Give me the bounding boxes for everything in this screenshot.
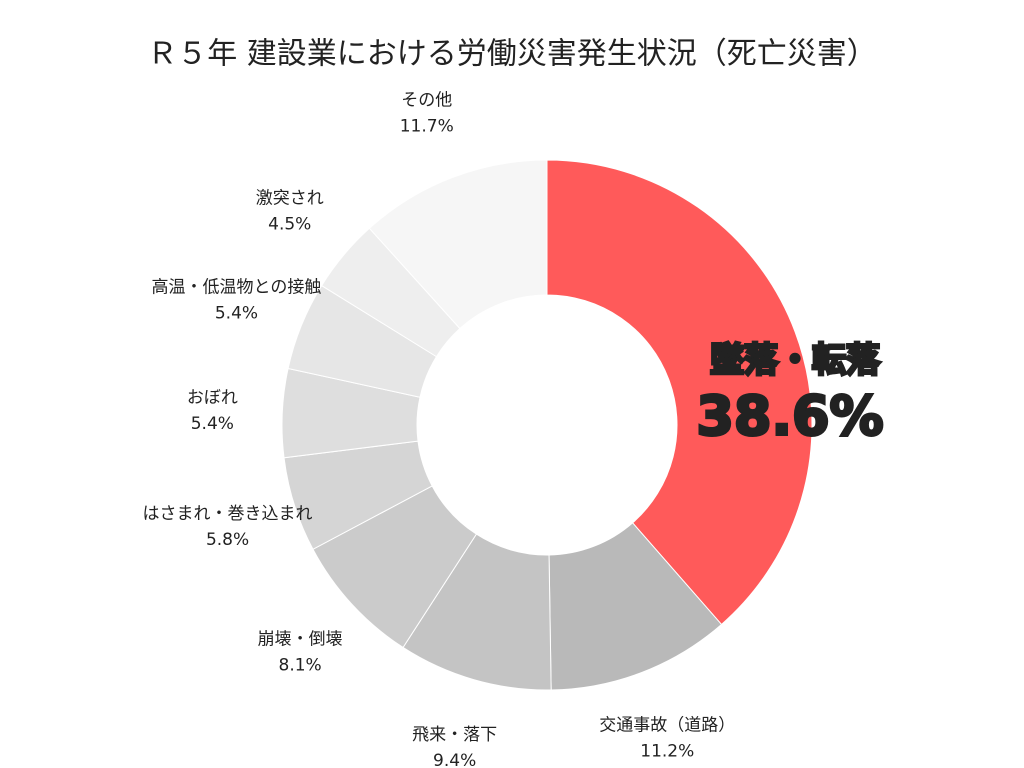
value-label: 5.8% xyxy=(206,530,249,550)
category-label: 崩壊・倒壊 xyxy=(258,629,343,649)
value-label: 11.2% xyxy=(640,742,694,762)
value-label: 4.5% xyxy=(268,214,311,234)
value-label: 11.7% xyxy=(400,116,454,136)
category-label: 交通事故（道路） xyxy=(599,716,735,736)
value-label: 5.4% xyxy=(215,303,258,323)
category-label: 激突され xyxy=(256,188,324,208)
category-label: その他 xyxy=(401,90,452,110)
value-label: 9.4% xyxy=(433,751,476,768)
category-label: おぼれ xyxy=(187,388,238,408)
category-label: 高温・低温物との接触 xyxy=(152,277,322,297)
value-label: 5.4% xyxy=(191,414,234,434)
slice xyxy=(368,159,548,330)
category-label: はさまれ・巻き込まれ xyxy=(143,504,313,524)
category-label: 飛来・落下 xyxy=(412,725,497,745)
highlight-value: 38.6% xyxy=(696,385,883,448)
value-label: 8.1% xyxy=(279,655,322,675)
slice xyxy=(546,159,813,626)
chart-title: Ｒ５年 建設業における労働災害発生状況（死亡災害） xyxy=(147,37,877,72)
highlight-category: 墜落・転落 xyxy=(710,341,881,381)
